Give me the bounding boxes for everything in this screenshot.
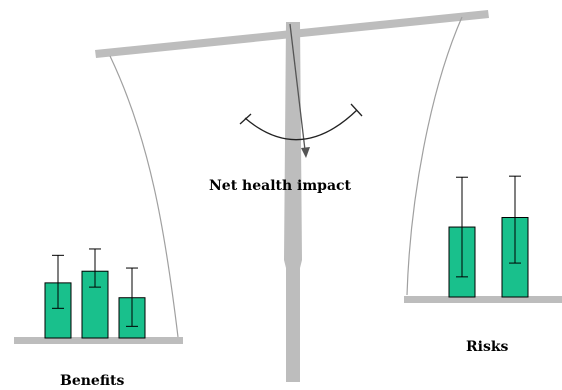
risk-error-bar-1	[456, 176, 468, 278]
swing-arc-right-tick	[350, 103, 363, 117]
benefit-error-bar-3	[126, 267, 138, 327]
swing-arc-left-tick	[239, 113, 252, 125]
tilt-pointer-line	[289, 23, 306, 151]
risks-label: Risks	[466, 339, 509, 355]
left-pan-base	[14, 337, 183, 344]
net-health-impact-label: Net health impact	[209, 178, 352, 194]
benefit-error-bar-2	[89, 248, 101, 288]
right-pan-hanger	[406, 16, 463, 296]
risk-error-bar-2	[509, 175, 521, 264]
right-pan-base	[404, 296, 562, 303]
scale-post	[284, 22, 302, 382]
benefits-label: Benefits	[60, 373, 124, 389]
tilt-pointer-arrowhead	[301, 147, 310, 158]
risk-bars	[448, 175, 529, 298]
left-pan-hanger	[109, 55, 179, 338]
benefit-bars	[44, 248, 146, 339]
scale-beam	[95, 10, 489, 58]
swing-arc	[244, 109, 358, 141]
benefit-error-bar-1	[52, 254, 64, 309]
